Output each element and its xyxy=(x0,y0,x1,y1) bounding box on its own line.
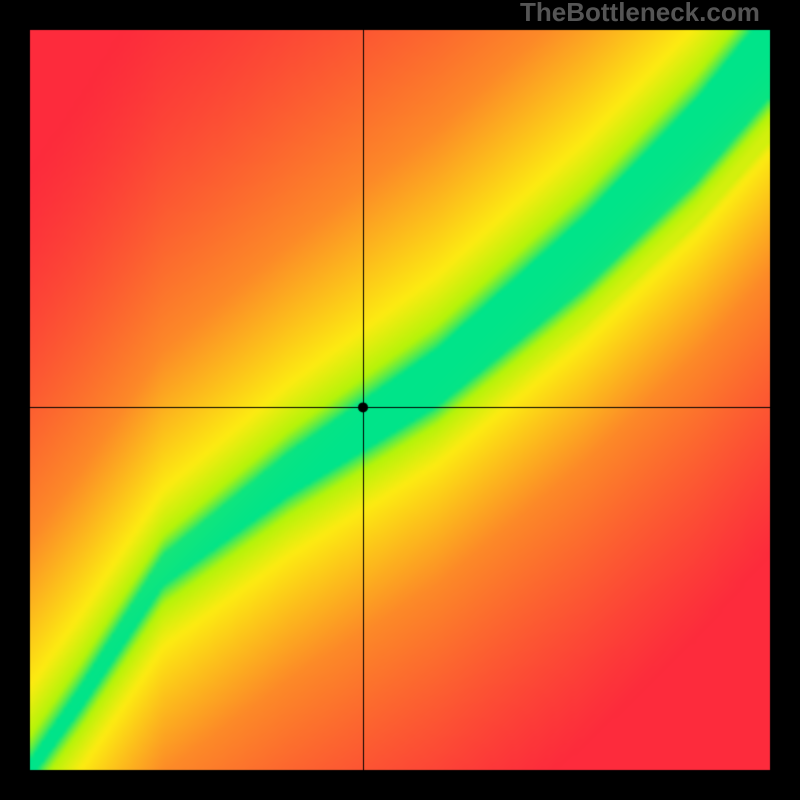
chart-container: TheBottleneck.com xyxy=(0,0,800,800)
attribution-text: TheBottleneck.com xyxy=(520,0,760,28)
bottleneck-heatmap-canvas xyxy=(0,0,800,800)
